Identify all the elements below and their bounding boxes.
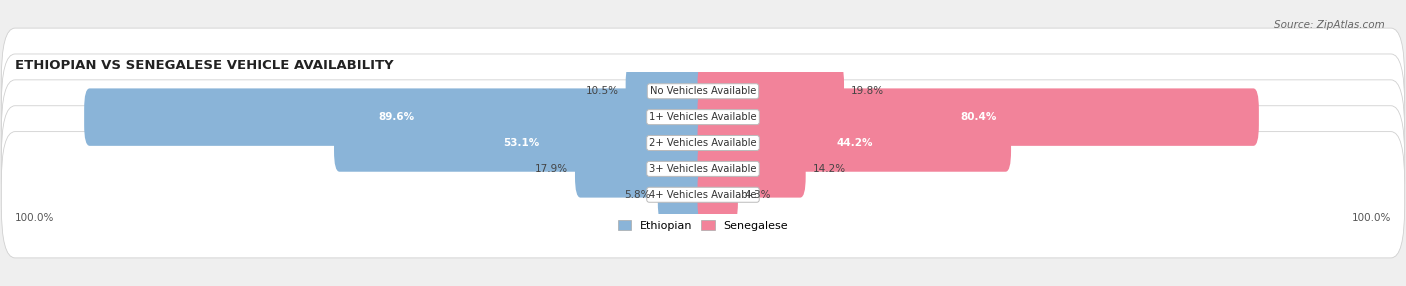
FancyBboxPatch shape bbox=[697, 166, 738, 223]
Text: 4+ Vehicles Available: 4+ Vehicles Available bbox=[650, 190, 756, 200]
FancyBboxPatch shape bbox=[1, 132, 1405, 258]
Text: 100.0%: 100.0% bbox=[15, 213, 55, 223]
Text: 2+ Vehicles Available: 2+ Vehicles Available bbox=[650, 138, 756, 148]
FancyBboxPatch shape bbox=[626, 63, 709, 120]
Text: 19.8%: 19.8% bbox=[851, 86, 884, 96]
Text: 17.9%: 17.9% bbox=[536, 164, 568, 174]
Text: Source: ZipAtlas.com: Source: ZipAtlas.com bbox=[1274, 20, 1385, 30]
FancyBboxPatch shape bbox=[697, 88, 1258, 146]
FancyBboxPatch shape bbox=[697, 140, 806, 198]
Text: No Vehicles Available: No Vehicles Available bbox=[650, 86, 756, 96]
FancyBboxPatch shape bbox=[1, 80, 1405, 206]
FancyBboxPatch shape bbox=[1, 54, 1405, 180]
FancyBboxPatch shape bbox=[658, 166, 709, 223]
Text: 89.6%: 89.6% bbox=[378, 112, 415, 122]
FancyBboxPatch shape bbox=[697, 63, 844, 120]
FancyBboxPatch shape bbox=[335, 114, 709, 172]
Text: 44.2%: 44.2% bbox=[837, 138, 873, 148]
Text: 100.0%: 100.0% bbox=[1351, 213, 1391, 223]
Text: 5.8%: 5.8% bbox=[624, 190, 651, 200]
Text: 80.4%: 80.4% bbox=[960, 112, 997, 122]
FancyBboxPatch shape bbox=[697, 114, 1011, 172]
Text: 14.2%: 14.2% bbox=[813, 164, 845, 174]
FancyBboxPatch shape bbox=[1, 106, 1405, 232]
Text: 3+ Vehicles Available: 3+ Vehicles Available bbox=[650, 164, 756, 174]
FancyBboxPatch shape bbox=[575, 140, 709, 198]
Text: 4.3%: 4.3% bbox=[745, 190, 772, 200]
Text: 10.5%: 10.5% bbox=[586, 86, 619, 96]
Text: 53.1%: 53.1% bbox=[503, 138, 540, 148]
Text: 1+ Vehicles Available: 1+ Vehicles Available bbox=[650, 112, 756, 122]
FancyBboxPatch shape bbox=[1, 28, 1405, 154]
Text: ETHIOPIAN VS SENEGALESE VEHICLE AVAILABILITY: ETHIOPIAN VS SENEGALESE VEHICLE AVAILABI… bbox=[15, 59, 394, 72]
FancyBboxPatch shape bbox=[84, 88, 709, 146]
Legend: Ethiopian, Senegalese: Ethiopian, Senegalese bbox=[614, 217, 792, 234]
